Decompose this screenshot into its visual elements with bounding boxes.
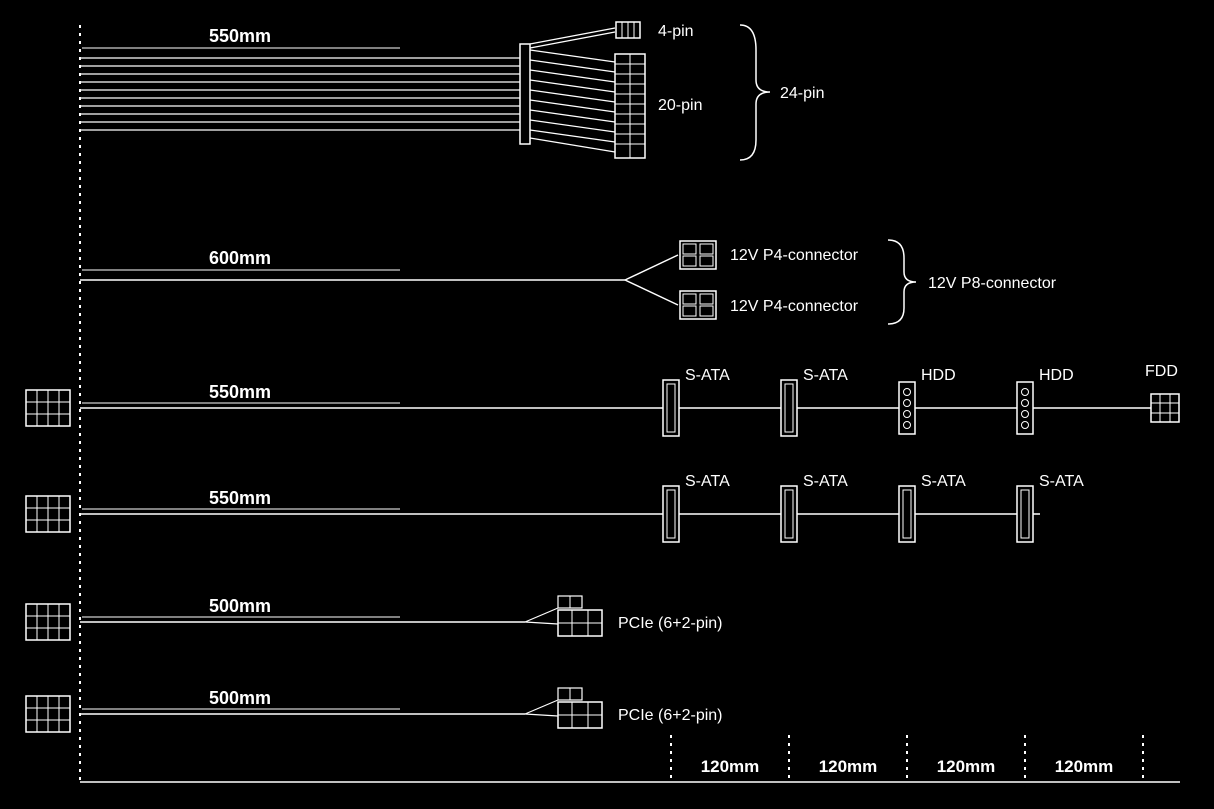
cpu-length-label: 600mm [209,248,271,268]
peri1-conn-1 [663,380,679,436]
p8-label: 12V P8-connector [928,275,1057,292]
peri2-conn-3 [899,486,915,542]
peri1-conn-5 [1151,394,1179,422]
seg-lbl-4: 120mm [1055,757,1114,776]
atx-20pin-connector [615,54,645,158]
peri1-conn-2 [781,380,797,436]
p4-label-a: 12V P4-connector [730,247,859,264]
p4-connector-a [680,241,716,269]
p4-label-b: 12V P4-connector [730,298,859,315]
atx-4pin-connector [616,22,640,38]
atx-4pin-label: 4-pin [658,23,694,40]
peri2-lbl-4: S-ATA [1039,473,1084,490]
atx-20pin-label: 20-pin [658,97,702,114]
pcie1-label: PCIe (6+2-pin) [618,615,723,632]
pcie2-length-label: 500mm [209,688,271,708]
p4-connector-b [680,291,716,319]
pcie1-length-label: 500mm [209,596,271,616]
atx-length-label: 550mm [209,26,271,46]
peri2-lbl-1: S-ATA [685,473,730,490]
peri1-lbl-3: HDD [921,367,956,384]
cable-peripheral-2: 550mm S-ATA S-ATA S-ATA S-ATA [26,473,1084,542]
source-plug-pcie2 [26,696,70,732]
brace-p8 [888,240,916,324]
peri1-lbl-5: FDD [1145,363,1178,380]
brace-24pin [740,25,770,160]
psu-cable-diagram: 550mm 4-pin 20-pin 24-pin 600mm 12V P4-c… [0,0,1214,809]
peri1-lbl-2: S-ATA [803,367,848,384]
source-plug-peri2 [26,496,70,532]
pcie1-connector [558,596,602,636]
source-plug-pcie1 [26,604,70,640]
seg-lbl-3: 120mm [937,757,996,776]
peri1-lbl-4: HDD [1039,367,1074,384]
peri2-conn-2 [781,486,797,542]
peri1-length-label: 550mm [209,382,271,402]
atx-24pin-label: 24-pin [780,85,824,102]
cable-pcie-2: 500mm PCIe (6+2-pin) [26,688,723,732]
peri1-lbl-1: S-ATA [685,367,730,384]
source-plug-peri1 [26,390,70,426]
pcie2-connector [558,688,602,728]
peri2-conn-4 [1017,486,1033,542]
peri2-lbl-2: S-ATA [803,473,848,490]
cable-peripheral-1: 550mm S-ATA S-ATA HDD HDD FDD [26,363,1179,436]
cable-cpu: 600mm 12V P4-connector 12V P4-connector … [80,240,1057,324]
cable-pcie-1: 500mm PCIe (6+2-pin) [26,596,723,640]
pcie2-label: PCIe (6+2-pin) [618,707,723,724]
peri2-conn-1 [663,486,679,542]
peri1-conn-4 [1017,382,1033,434]
cable-atx: 550mm 4-pin 20-pin 24-pin [80,22,824,160]
peri1-conn-3 [899,382,915,434]
seg-lbl-2: 120mm [819,757,878,776]
segment-ruler: 120mm 120mm 120mm 120mm [80,735,1180,782]
seg-lbl-1: 120mm [701,757,760,776]
peri2-length-label: 550mm [209,488,271,508]
peri2-lbl-3: S-ATA [921,473,966,490]
